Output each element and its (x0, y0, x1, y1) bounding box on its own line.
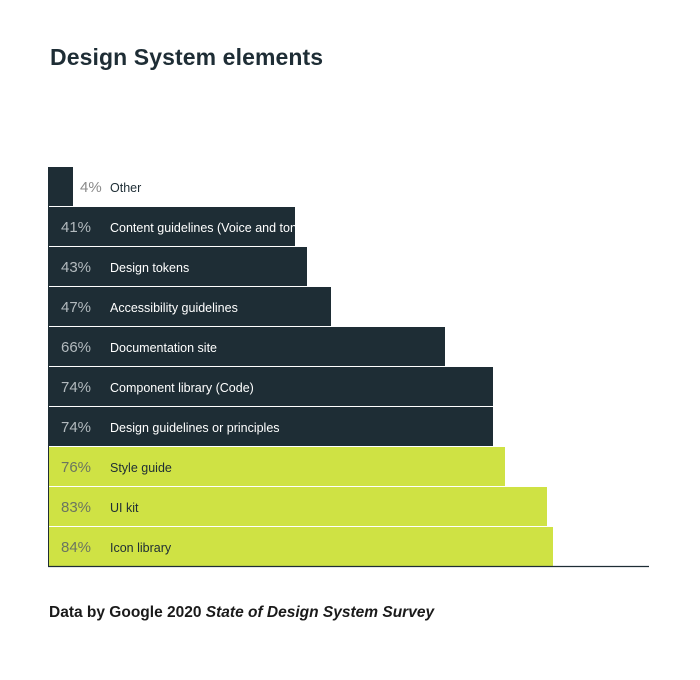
value-label-3: 43% (61, 259, 91, 276)
bar-7 (49, 407, 493, 446)
category-label-4: Accessibility guidelines (110, 301, 238, 315)
source-prefix: Data by Google 2020 (49, 604, 206, 621)
value-label-4: 47% (61, 299, 91, 316)
value-label-8: 76% (61, 459, 91, 476)
bars-group: 4% Other 41% Content guidelines (Voice and … (49, 167, 553, 566)
category-label-3: Design tokens (110, 261, 189, 275)
bar-6 (49, 367, 493, 406)
category-label-6: Component library (Code) (110, 381, 254, 395)
bar-8 (49, 447, 505, 486)
category-label-10: Icon library (110, 541, 172, 555)
category-label-9: UI kit (110, 501, 139, 515)
value-label-10: 84% (61, 539, 91, 556)
source-caption: Data by Google 2020 State of Design Syst… (49, 604, 434, 622)
value-label-5: 66% (61, 339, 91, 356)
bar-5 (49, 327, 445, 366)
bar-10 (49, 527, 553, 566)
category-label-8: Style guide (110, 461, 172, 475)
category-label-5: Documentation site (110, 341, 217, 355)
chart-title: Design System elements (50, 44, 324, 70)
value-label-6: 74% (61, 379, 91, 396)
bar-3 (49, 247, 307, 286)
category-label-2: Content guidelines (Voice and tone) (110, 221, 308, 235)
value-label-2: 41% (61, 219, 91, 236)
bar-9 (49, 487, 547, 526)
bar-1 (49, 167, 73, 206)
bar-2 (49, 207, 295, 246)
value-label-7: 74% (61, 419, 91, 436)
bar-4 (49, 287, 331, 326)
category-label-1: Other (110, 181, 141, 195)
source-survey-name: State of Design System Survey (205, 604, 435, 621)
value-label-9: 83% (61, 499, 91, 516)
category-label-7: Design guidelines or principles (110, 421, 280, 435)
value-label-1: 4% (80, 179, 102, 196)
